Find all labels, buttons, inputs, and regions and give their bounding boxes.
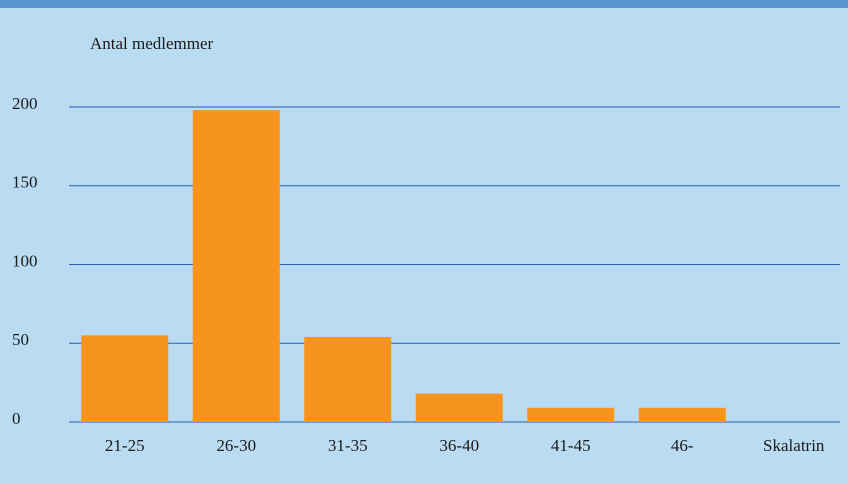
- x-tick-label: 31-35: [328, 436, 368, 455]
- x-tick-label: 36-40: [439, 436, 479, 455]
- y-tick-label: 0: [12, 409, 21, 428]
- y-tick-label: 100: [12, 251, 38, 270]
- x-tick-label: 41-45: [551, 436, 591, 455]
- bar: [415, 393, 503, 422]
- bar: [81, 335, 169, 422]
- y-tick-label: 50: [12, 330, 29, 349]
- bar: [192, 110, 280, 423]
- bar: [638, 407, 726, 422]
- y-tick-label: 200: [12, 94, 38, 113]
- x-tick-label: 26-30: [216, 436, 256, 455]
- y-axis-label: Antal medlemmer: [90, 34, 214, 53]
- top-strip: [0, 0, 848, 8]
- bar: [304, 336, 392, 422]
- bar: [527, 407, 615, 422]
- x-tick-label: 46-: [671, 436, 694, 455]
- y-tick-label: 150: [12, 173, 38, 192]
- x-tick-label: 21-25: [105, 436, 145, 455]
- x-axis-label: Skalatrin: [763, 436, 825, 455]
